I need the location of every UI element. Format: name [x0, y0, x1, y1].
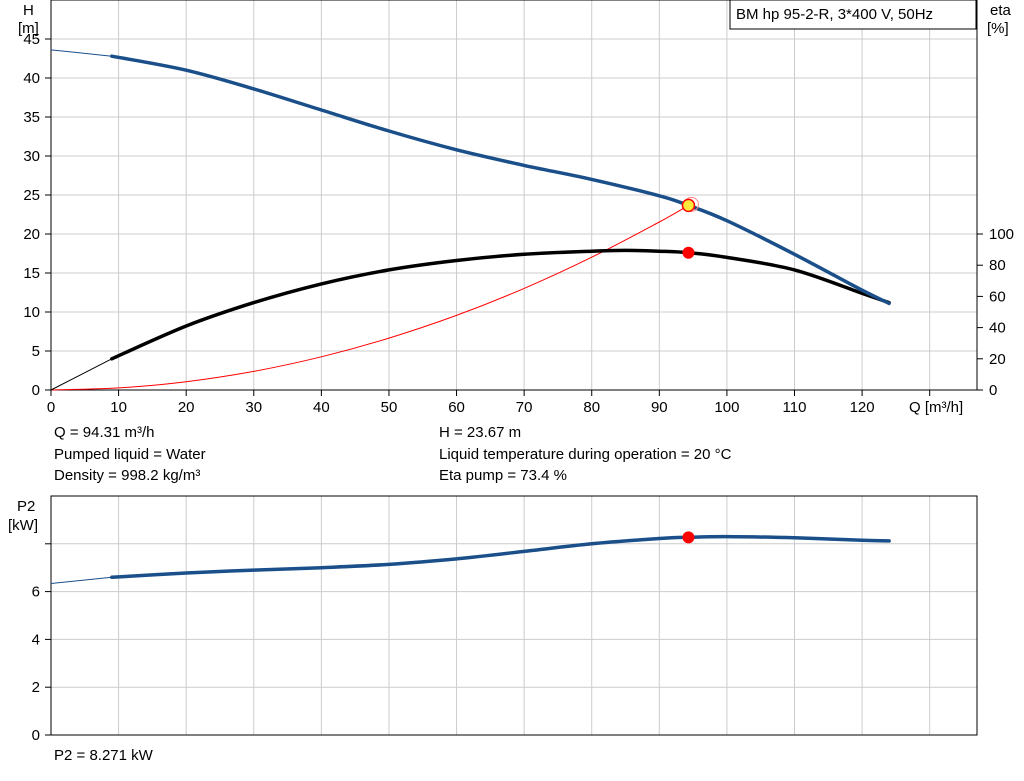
- x-tick-label: 20: [178, 399, 195, 416]
- x-tick-label: 30: [245, 399, 262, 416]
- left-axis-unit-h: [m]: [18, 20, 39, 37]
- right-tick-label: 40: [989, 320, 1006, 337]
- left-tick-label: 5: [32, 343, 40, 360]
- eta-curve-extension: [50, 358, 113, 391]
- bottom-chart-grid: [50, 496, 977, 736]
- chart-title: BM hp 95-2-R, 3*400 V, 50Hz: [736, 6, 933, 23]
- eta-curve: [110, 248, 891, 361]
- left-tick-label: 40: [23, 70, 40, 87]
- duty-point-p2: [682, 531, 695, 544]
- duty-point-h: [681, 198, 696, 213]
- x-tick-label: 40: [313, 399, 330, 416]
- info-density: Density = 998.2 kg/m³: [54, 467, 201, 484]
- x-tick-label: 100: [714, 399, 739, 416]
- right-tick-label: 80: [989, 257, 1006, 274]
- info-p2: P2 = 8.271 kW: [54, 747, 153, 764]
- h-curve-extension: [50, 49, 112, 57]
- left-tick-label: 15: [23, 265, 40, 282]
- top-chart-curves: [50, 49, 891, 391]
- x-tick-label: 120: [850, 399, 875, 416]
- x-tick-label: 80: [583, 399, 600, 416]
- x-axis-label-q: Q [m³/h]: [909, 399, 963, 416]
- left-axis-unit-p2: [kW]: [8, 517, 38, 534]
- x-tick-label: 10: [110, 399, 127, 416]
- x-tick-label: 60: [448, 399, 465, 416]
- right-axis-unit-eta: [%]: [987, 20, 1009, 37]
- left-tick-label: 0: [32, 382, 40, 399]
- top-chart-grid: [50, 0, 977, 391]
- bottom-chart-curves: [50, 531, 891, 584]
- right-tick-label: 100: [989, 226, 1014, 243]
- x-tick-label: 0: [47, 399, 55, 416]
- left-axis-label-h: H: [23, 2, 34, 19]
- right-axis-label-eta: eta: [990, 2, 1012, 19]
- h-curve: [110, 54, 891, 306]
- x-tick-label: 70: [516, 399, 533, 416]
- system-curve: [50, 204, 689, 391]
- p2-curve: [110, 534, 891, 580]
- right-tick-label: 60: [989, 288, 1006, 305]
- right-tick-label: 20: [989, 351, 1006, 368]
- p2-tick-label: 2: [32, 679, 40, 696]
- x-tick-label: 110: [783, 399, 807, 416]
- info-liquid-temperature: Liquid temperature during operation = 20…: [439, 446, 732, 463]
- left-tick-label: 45: [23, 31, 40, 48]
- duty-point-eta: [682, 246, 695, 259]
- p2-tick-label: 4: [32, 631, 40, 648]
- chart-title-box: [729, 0, 977, 30]
- left-tick-label: 35: [23, 109, 40, 126]
- info-eta-pump: Eta pump = 73.4 %: [439, 467, 567, 484]
- info-flow-rate: Q = 94.31 m³/h: [54, 424, 155, 441]
- top-chart-ticks: 0 10 20 30 40 50 60 70 80 90 100 110 120 0 5 10 15 20 25 30…: [23, 31, 1014, 416]
- left-axis-label-p2: P2: [17, 498, 35, 515]
- x-tick-label: 90: [651, 399, 668, 416]
- info-head: H = 23.67 m: [439, 424, 522, 441]
- left-tick-label: 25: [23, 187, 40, 204]
- left-tick-label: 10: [23, 304, 40, 321]
- right-tick-label: 0: [989, 382, 997, 399]
- left-tick-label: 30: [23, 148, 40, 165]
- left-tick-label: 20: [23, 226, 40, 243]
- info-pumped-liquid: Pumped liquid = Water: [54, 446, 206, 463]
- p2-tick-label: 0: [32, 727, 40, 744]
- bottom-chart-ticks: 0 2 4 6: [32, 543, 51, 744]
- bottom-chart-frame: [50, 495, 978, 736]
- p2-curve-extension: [50, 576, 112, 584]
- p2-tick-label: 6: [32, 584, 40, 601]
- x-tick-label: 50: [381, 399, 398, 416]
